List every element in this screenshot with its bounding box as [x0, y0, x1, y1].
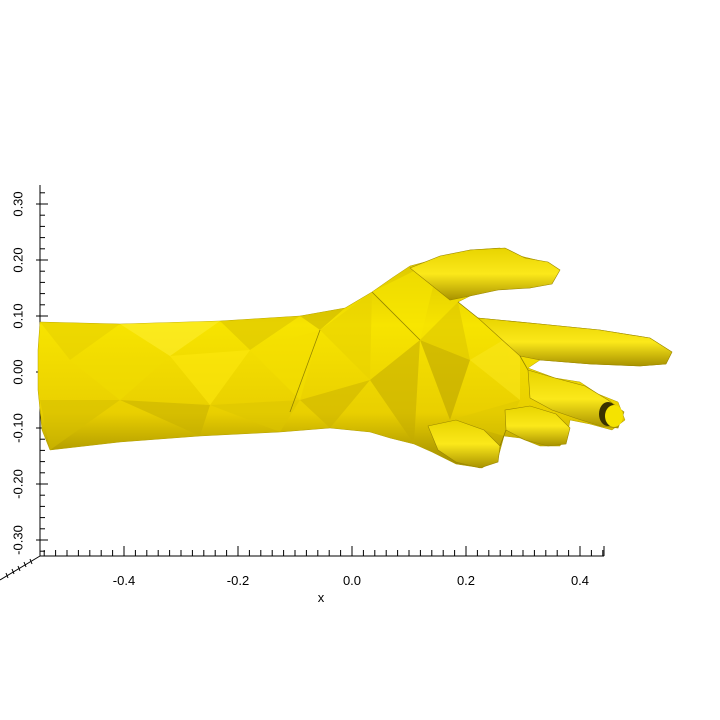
y-axis-major-ticks: -0.30 -0.20 -0.10 0.00 0.10 0.20 0.30 [10, 191, 48, 555]
x-tick-label: 0.4 [571, 573, 589, 588]
y-tick-label: 0.30 [10, 191, 25, 216]
x-tick-label: 0.0 [343, 573, 361, 588]
y-tick-label: -0.10 [10, 413, 25, 443]
x-axis-minor-ticks [43, 550, 604, 556]
y-tick-label: 0.20 [10, 247, 25, 272]
x-axis-title: x [318, 590, 325, 605]
x-tick-label: -0.4 [113, 573, 135, 588]
x-axis: -0.4 -0.2 0.0 0.2 0.4 x [40, 546, 605, 605]
x-axis-major-ticks: -0.4 -0.2 0.0 0.2 0.4 [113, 546, 589, 588]
pinky-finger [427, 419, 501, 469]
mesh-creases [289, 291, 529, 447]
thumb [409, 247, 561, 301]
facet-shading [40, 258, 520, 450]
fingertip [605, 405, 623, 427]
y-tick-label: -0.20 [10, 469, 25, 499]
ring-finger [504, 405, 571, 447]
y-tick-label: -0.30 [10, 525, 25, 555]
z-axis-stub [0, 555, 41, 581]
y-tick-label: 0.10 [10, 303, 25, 328]
index-finger [477, 317, 673, 367]
hand-mesh [37, 247, 673, 469]
x-tick-label: -0.2 [227, 573, 249, 588]
y-tick-label: 0.00 [10, 359, 25, 384]
x-tick-label: 0.2 [457, 573, 475, 588]
